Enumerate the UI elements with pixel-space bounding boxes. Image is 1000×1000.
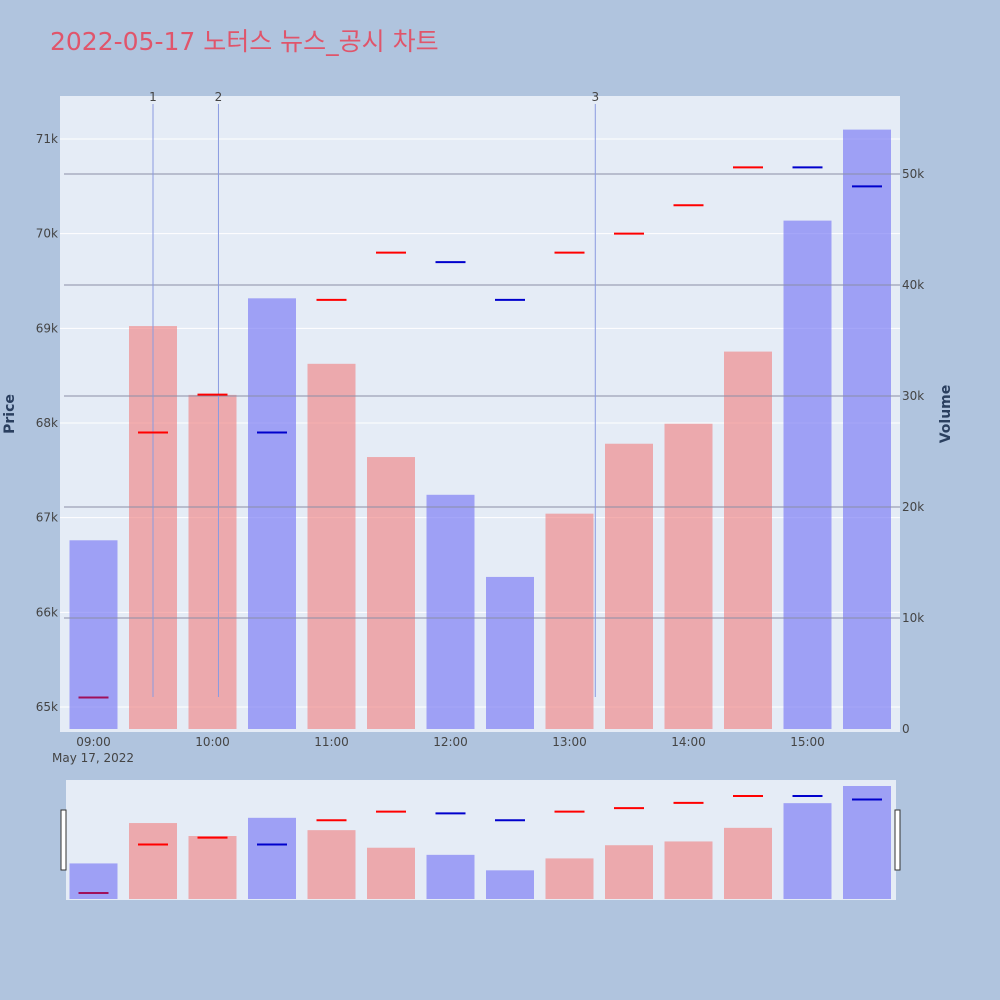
range-slider-left-handle[interactable] — [60, 809, 67, 871]
range-slider-bar — [664, 841, 713, 899]
price-ticks[interactable] — [78, 166, 883, 699]
range-slider[interactable] — [60, 780, 901, 900]
volume-bar[interactable] — [843, 129, 891, 730]
x-tick-label: 09:00 — [76, 735, 111, 749]
x-tick-label: 15:00 — [790, 735, 825, 749]
y-tick-label-price: 65k — [36, 700, 58, 714]
volume-bar[interactable] — [486, 576, 534, 729]
y-tick-label-volume: 20k — [902, 500, 924, 514]
x-tick-label: 11:00 — [314, 735, 349, 749]
y-tick-label-volume: 0 — [902, 722, 910, 736]
volume-bar[interactable] — [69, 540, 118, 729]
range-slider-bar — [724, 827, 772, 899]
chart-title: 2022-05-17 노터스 뉴스_공시 차트 — [50, 27, 439, 56]
range-slider-bar — [486, 870, 534, 899]
volume-bar[interactable] — [605, 443, 653, 729]
y-tick-label-volume: 10k — [902, 611, 924, 625]
volume-bar[interactable] — [545, 513, 594, 729]
range-slider-bar — [367, 847, 415, 899]
range-slider-bar — [783, 803, 832, 899]
volume-bar[interactable] — [724, 351, 772, 729]
volume-bar[interactable] — [367, 457, 415, 729]
y-tick-label-price: 71k — [36, 132, 58, 146]
y-axis-title-volume: Volume — [938, 385, 954, 444]
range-slider-bar — [545, 858, 594, 899]
x-tick-label: 14:00 — [671, 735, 706, 749]
volume-bars[interactable] — [69, 129, 892, 730]
range-slider-bar — [188, 836, 237, 899]
annotation-label: 2 — [215, 90, 223, 104]
y-tick-label-price: 69k — [36, 321, 58, 335]
range-slider-bar — [426, 854, 475, 899]
axes: 65k 66k 67k 68k 69k 70k 71k 09:00 10:00 11:00 12:0… — [36, 132, 924, 749]
volume-bar[interactable] — [664, 423, 713, 729]
volume-gridlines — [64, 173, 900, 619]
y-tick-label-price: 70k — [36, 227, 58, 241]
y-tick-label-volume: 50k — [902, 167, 924, 181]
range-slider-bar — [307, 830, 356, 899]
range-slider-bar — [129, 823, 177, 899]
volume-bar[interactable] — [783, 220, 832, 729]
range-slider-bar — [605, 845, 653, 899]
x-tick-label: 13:00 — [552, 735, 587, 749]
x-axis-date-label: May 17, 2022 — [52, 751, 134, 765]
y-tick-label-price: 66k — [36, 605, 58, 619]
volume-bar[interactable] — [307, 363, 356, 729]
annotation-label: 1 — [149, 90, 157, 104]
x-tick-label: 12:00 — [433, 735, 468, 749]
range-slider-bars — [69, 786, 891, 899]
plot-area — [60, 96, 900, 732]
news-annotations[interactable]: 1 2 3 — [149, 90, 599, 697]
volume-bar[interactable] — [426, 494, 475, 729]
y-tick-label-price: 68k — [36, 416, 58, 430]
y-axis-title-price: Price — [2, 394, 18, 434]
y-tick-label-volume: 30k — [902, 389, 924, 403]
volume-bar[interactable] — [188, 394, 237, 729]
y-tick-label-volume: 40k — [902, 278, 924, 292]
annotation-label: 3 — [591, 90, 599, 104]
range-slider-bar — [843, 786, 891, 899]
range-slider-right-handle[interactable] — [894, 809, 901, 871]
range-slider-bar — [248, 817, 296, 899]
volume-bar[interactable] — [248, 298, 296, 729]
range-slider-price-ticks — [78, 795, 882, 894]
x-tick-label: 10:00 — [195, 735, 230, 749]
y-tick-label-price: 67k — [36, 511, 58, 525]
